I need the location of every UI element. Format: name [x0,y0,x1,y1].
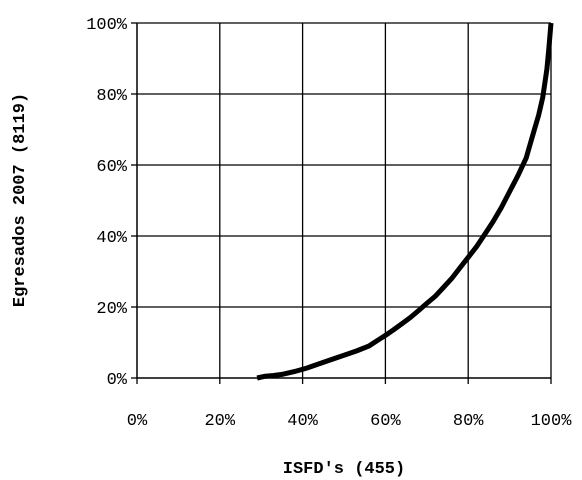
y-axis-title: Egresados 2007 (8119) [11,93,30,307]
y-tick-label: 80% [96,87,127,106]
y-tick-label: 40% [96,229,127,248]
grid-lines [137,22,552,378]
series-line [256,22,554,381]
data-series [256,22,554,381]
x-tick-label: 20% [204,412,235,431]
y-tick-label: 100% [86,16,128,35]
x-tick-label: 0% [127,412,148,431]
tick-labels: 0% 20% 40% 60% 80% 100% 0% 20% 40% 60% 80% 100% [86,16,572,431]
y-tick-label: 0% [107,371,128,390]
x-axis-title: ISFD's (455) [283,460,405,479]
y-tick-label: 20% [96,300,127,319]
y-tick-label: 60% [96,158,127,177]
x-tick-label: 80% [453,412,484,431]
x-tick-label: 100% [531,412,573,431]
x-tick-label: 60% [370,412,401,431]
axes [131,22,552,384]
x-tick-label: 40% [287,412,318,431]
